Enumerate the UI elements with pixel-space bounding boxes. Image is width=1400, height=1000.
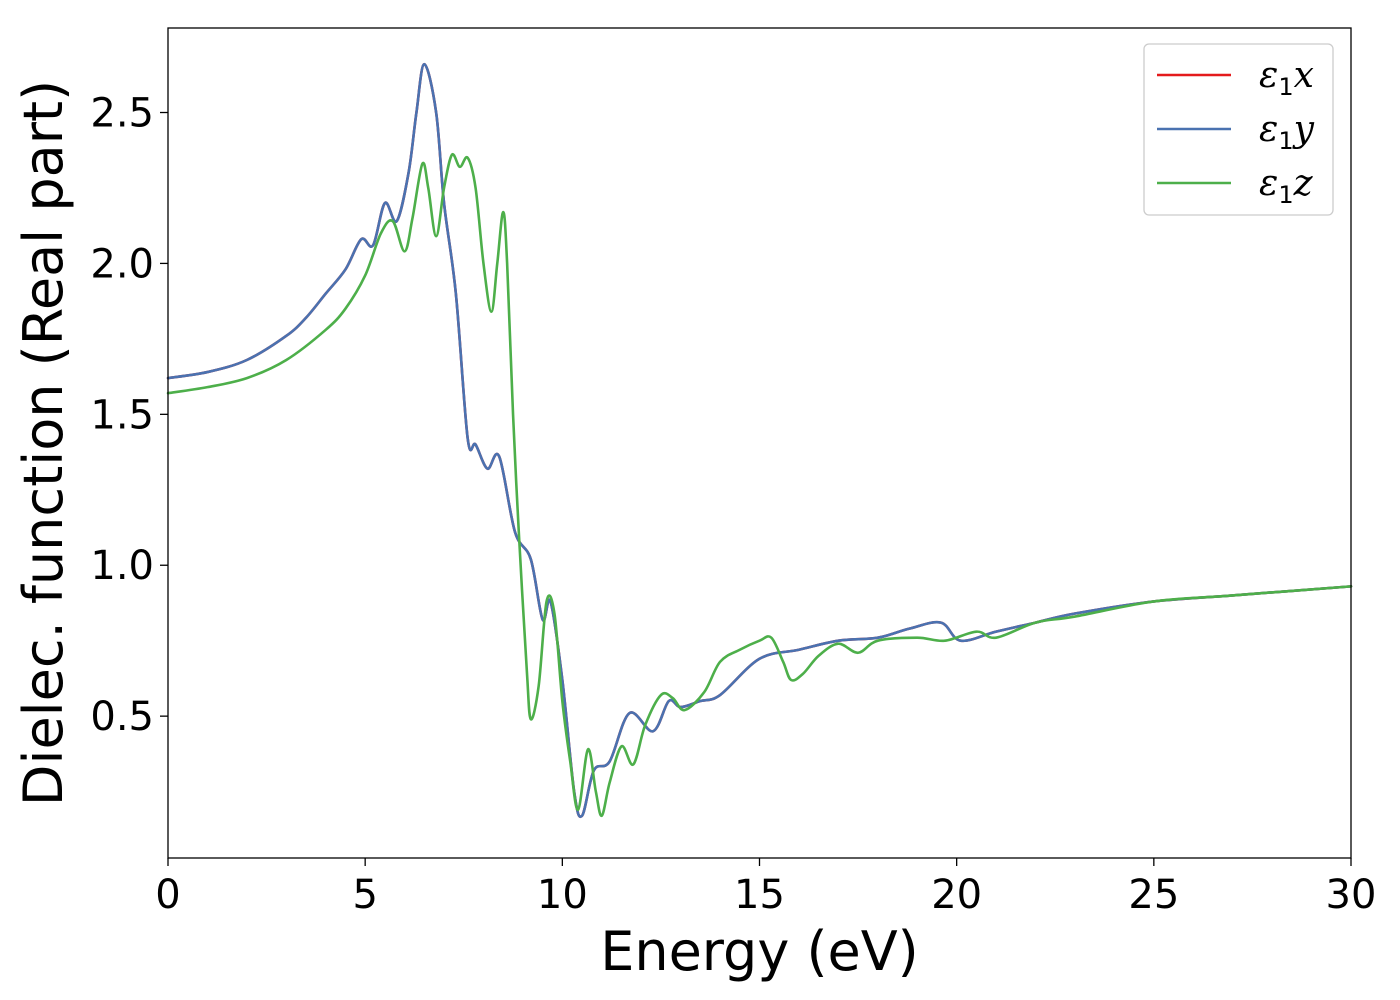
- x-tick-label: 15: [734, 872, 785, 918]
- x-tick-label: 0: [155, 872, 180, 918]
- legend-box: [1143, 43, 1334, 216]
- x-axis-title: Energy (eV): [600, 920, 919, 983]
- x-tick-label: 5: [352, 872, 377, 918]
- series-line-z: [166, 152, 1353, 818]
- y-tick-label: 2.0: [90, 241, 154, 287]
- legend-label-z: ε1z: [1259, 163, 1314, 209]
- y-axis-title: Dielec. function (Real part): [12, 80, 75, 806]
- x-tick-label: 10: [537, 872, 588, 918]
- x-tick-label: 30: [1326, 872, 1377, 918]
- y-tick-label: 0.5: [90, 694, 154, 740]
- x-tick-label: 25: [1128, 872, 1179, 918]
- y-tick-label: 2.5: [90, 91, 154, 137]
- series-layer: [166, 62, 1353, 818]
- y-tick-label: 1.5: [90, 392, 154, 438]
- x-tick-label: 20: [931, 872, 982, 918]
- legend-label-x: ε1x: [1259, 55, 1314, 101]
- x-axis: 0 5 10 15 20 25 30: [155, 858, 1376, 918]
- legend-label-y: ε1y: [1259, 109, 1315, 155]
- y-tick-label: 1.0: [90, 543, 154, 589]
- y-axis: 0.5 1.0 1.5 2.0 2.5: [90, 91, 168, 740]
- legend: ε1x ε1y ε1z: [1143, 43, 1334, 216]
- series-line-y: [166, 62, 1353, 818]
